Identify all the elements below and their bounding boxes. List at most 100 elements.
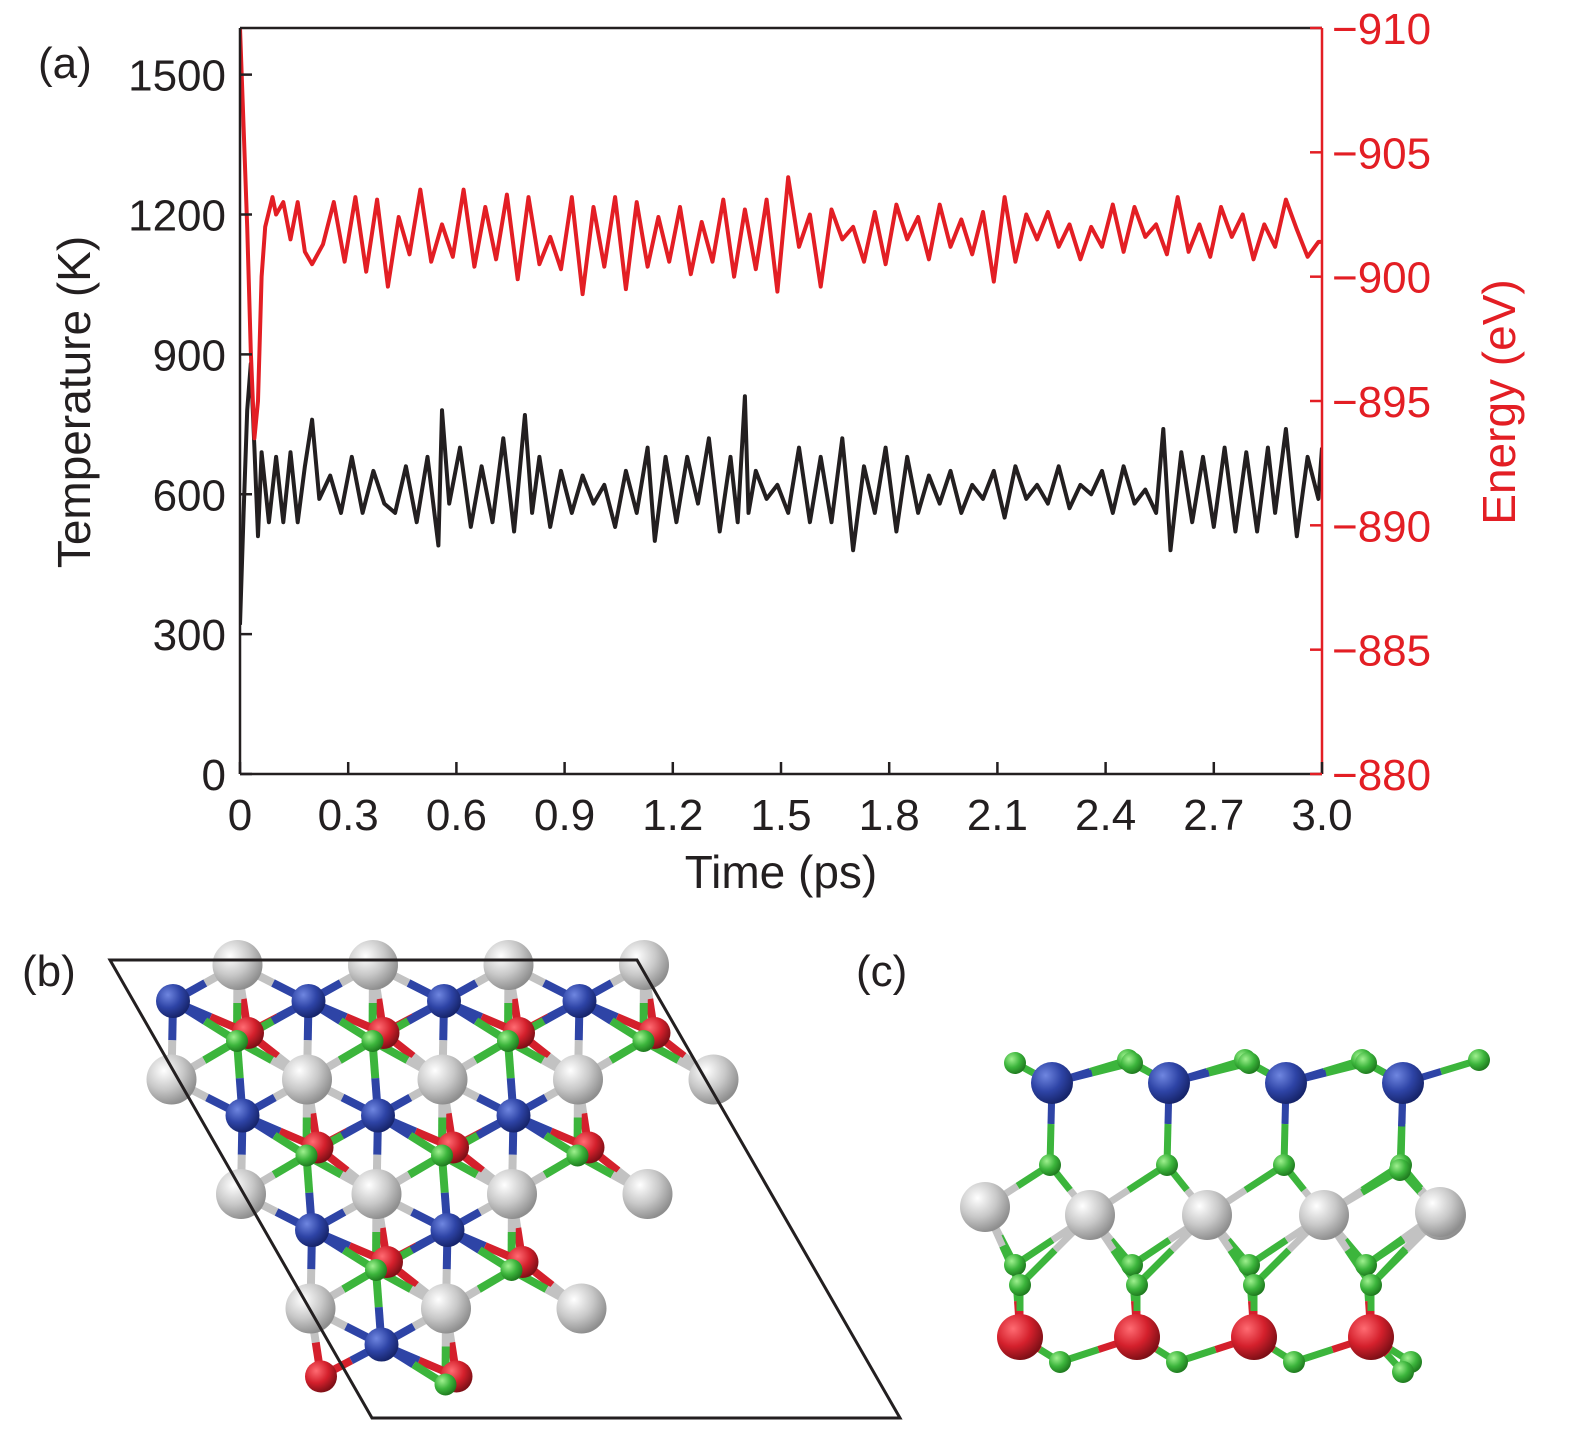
gray-atom (351, 1169, 402, 1219)
green-atom (1468, 1049, 1490, 1071)
gray-atom (1415, 1187, 1465, 1237)
blue-atom (496, 1098, 531, 1133)
x-tick-label: 1.2 (642, 791, 703, 840)
red-atom (1114, 1314, 1160, 1360)
y-tick-label-right: −880 (1332, 751, 1431, 800)
red-atom (1348, 1314, 1394, 1360)
structure-c-bonds (981, 1056, 1481, 1375)
unit-cell-outline (107, 958, 903, 1420)
green-atom (295, 1144, 318, 1167)
green-atom (1004, 1254, 1026, 1276)
gray-atom (1065, 1190, 1115, 1240)
x-tick-label: 2.7 (1183, 791, 1244, 840)
blue-atom (1148, 1062, 1190, 1104)
green-atom (1039, 1154, 1061, 1176)
blue-atom (295, 1213, 329, 1247)
blue-atom (1382, 1062, 1424, 1104)
gray-atom (417, 1054, 468, 1105)
y-ticks-left: 0 300 600 900 1200 1500 (128, 52, 252, 800)
blue-atom (225, 1098, 260, 1133)
y-tick-label-right: −890 (1332, 502, 1431, 551)
red-atom (1231, 1314, 1277, 1360)
green-atom (431, 1144, 453, 1167)
axes (238, 26, 1324, 776)
green-atom (1121, 1254, 1143, 1276)
green-atom (1389, 1159, 1411, 1181)
gray-atom (1299, 1190, 1349, 1240)
green-atom (361, 1030, 384, 1052)
blue-atom (430, 1213, 465, 1247)
gray-atom (487, 1169, 537, 1219)
y-axis-title-right: Energy (eV) (1473, 279, 1525, 524)
x-tick-label: 2.1 (967, 791, 1028, 840)
green-atom (1238, 1254, 1260, 1276)
y-tick-label-right: −895 (1332, 378, 1431, 427)
green-atom (632, 1030, 655, 1052)
green-atom (1166, 1351, 1188, 1373)
green-atom (1121, 1052, 1143, 1074)
y-tick-label-left: 0 (202, 751, 226, 800)
red-atom (997, 1314, 1043, 1360)
x-tick-label: 3.0 (1291, 791, 1352, 840)
blue-atom (291, 984, 326, 1018)
gray-atom (421, 1283, 471, 1334)
green-atom (1156, 1154, 1178, 1176)
blue-atom (361, 1098, 395, 1133)
temperature-line (240, 361, 1322, 625)
gray-atom (1182, 1190, 1232, 1240)
structure-c-atoms (960, 1049, 1490, 1383)
green-atom (1238, 1052, 1260, 1074)
gray-atom (212, 940, 263, 990)
green-atom (434, 1373, 457, 1396)
gray-atom (282, 1054, 332, 1105)
green-atom (1004, 1052, 1026, 1074)
y-tick-label-right: −910 (1332, 5, 1431, 54)
green-atom (1355, 1052, 1377, 1074)
energy-line (240, 28, 1322, 441)
green-atom (1360, 1274, 1382, 1296)
green-atom (1049, 1351, 1071, 1373)
blue-atom (562, 984, 597, 1018)
x-tick-label: 1.8 (859, 791, 920, 840)
y-tick-label-right: −885 (1332, 627, 1431, 676)
gray-atom (688, 1054, 739, 1105)
x-tick-label: 0.6 (426, 791, 487, 840)
gray-atom (553, 1054, 603, 1105)
structure-side-view-panel-c: (c) (856, 947, 1490, 1383)
green-atom (1392, 1361, 1414, 1383)
y-ticks-right: −880 −885 −890 −895 −900 −905 −910 (1310, 5, 1431, 800)
green-atom (497, 1030, 519, 1052)
x-axis-title: Time (ps) (685, 846, 878, 898)
chart-panel-a: (a) 0 0.3 0.6 0.9 1.2 1.5 1.8 2.1 2.4 2.7 3.0 0 300… (38, 5, 1525, 898)
y-tick-label-right: −900 (1332, 254, 1431, 303)
blue-atom (1265, 1062, 1307, 1104)
green-atom (1273, 1154, 1295, 1176)
green-atom (1243, 1274, 1265, 1296)
x-tick-label: 0 (228, 791, 252, 840)
x-tick-label: 0.9 (534, 791, 595, 840)
x-tick-label: 0.3 (318, 791, 379, 840)
y-tick-label-left: 1500 (128, 52, 226, 101)
panel-label-b: (b) (22, 947, 76, 996)
green-atom (1355, 1254, 1377, 1276)
y-tick-label-left: 1200 (128, 192, 226, 241)
green-atom (1009, 1274, 1031, 1296)
gray-atom (348, 940, 398, 990)
y-tick-label-left: 900 (153, 331, 226, 380)
green-atom (566, 1144, 589, 1167)
gray-atom (960, 1182, 1010, 1232)
gray-atom (483, 940, 534, 990)
gray-atom (556, 1283, 607, 1334)
y-tick-label-right: −905 (1332, 129, 1431, 178)
panel-label-c: (c) (856, 947, 907, 996)
y-tick-label-left: 600 (153, 471, 226, 520)
green-atom (1283, 1351, 1305, 1373)
red-atom (305, 1360, 337, 1393)
green-atom (226, 1030, 248, 1052)
green-atom (365, 1259, 387, 1281)
gray-atom (216, 1169, 266, 1219)
y-tick-label-left: 300 (153, 611, 226, 660)
x-ticks: 0 0.3 0.6 0.9 1.2 1.5 1.8 2.1 2.4 2.7 3.0 (228, 762, 1353, 840)
structure-top-view-panel-b: (b) (22, 940, 903, 1420)
